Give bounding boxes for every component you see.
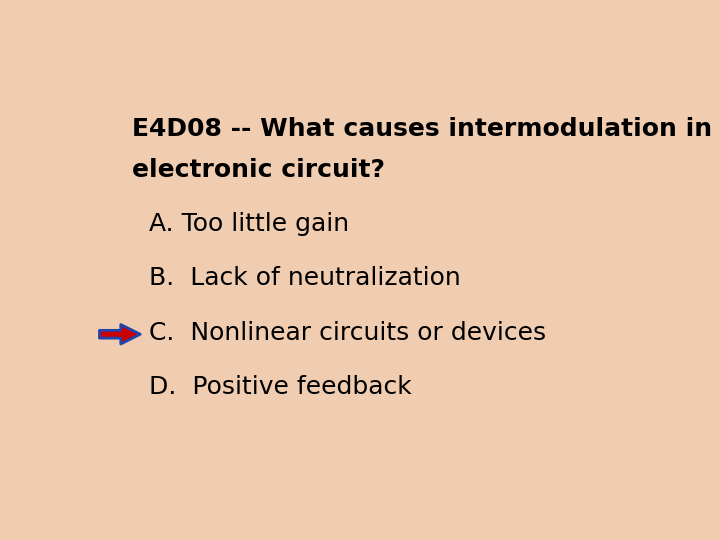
Text: C.  Nonlinear circuits or devices: C. Nonlinear circuits or devices: [148, 321, 546, 345]
Text: B.  Lack of neutralization: B. Lack of neutralization: [148, 266, 460, 291]
Text: A. Too little gain: A. Too little gain: [148, 212, 348, 237]
Text: D.  Positive feedback: D. Positive feedback: [148, 375, 411, 399]
Text: electronic circuit?: electronic circuit?: [132, 158, 385, 183]
Text: E4D08 -- What causes intermodulation in an: E4D08 -- What causes intermodulation in …: [132, 117, 720, 141]
